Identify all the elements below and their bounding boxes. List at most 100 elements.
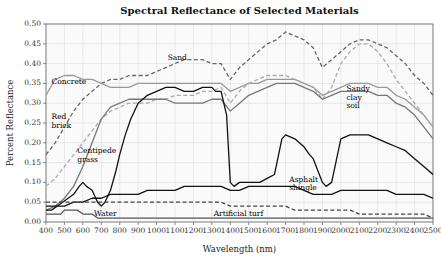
y-tick-label: 0.40 — [24, 59, 41, 68]
x-tick — [156, 222, 157, 225]
x-tick-label: 400 — [39, 226, 54, 235]
x-tick-label: 1600 — [258, 226, 277, 235]
x-tick — [377, 222, 378, 225]
y-tick-label: 0.35 — [24, 78, 41, 87]
y-grid-line — [46, 123, 433, 124]
annotation: Asphaltshingle — [288, 175, 318, 193]
x-tick — [230, 222, 231, 225]
y-grid-line — [46, 63, 433, 64]
x-tick — [414, 222, 415, 225]
annotation-line: Concrete — [52, 77, 87, 86]
x-tick-label: 2500 — [423, 226, 441, 235]
y-tick — [43, 182, 46, 183]
y-grid-line — [46, 142, 433, 143]
x-tick — [322, 222, 323, 225]
y-axis-label: Percent Reflectance — [5, 80, 15, 166]
x-tick — [396, 222, 397, 225]
y-tick-label: 0.20 — [24, 138, 41, 147]
x-tick-label: 1800 — [294, 226, 313, 235]
y-tick — [43, 103, 46, 104]
x-tick — [138, 222, 139, 225]
x-tick-label: 1200 — [184, 226, 203, 235]
annotation-line: brick — [52, 121, 72, 130]
x-tick — [359, 222, 360, 225]
x-tick-label: 800 — [113, 226, 128, 235]
annotation-line: grass — [77, 155, 98, 164]
x-axis: 400500 600700 8009001000110012001300140015… — [39, 24, 441, 235]
y-tick — [43, 222, 46, 223]
x-tick — [304, 222, 305, 225]
annotation-line: soil — [346, 101, 360, 110]
y-tick — [43, 202, 46, 203]
x-tick — [64, 222, 65, 225]
series-group — [46, 32, 433, 218]
y-tick — [43, 24, 46, 25]
y-tick-label: 0.05 — [24, 197, 41, 206]
plot-area — [46, 24, 433, 222]
y-tick-label: 0.30 — [24, 98, 41, 107]
x-tick — [433, 222, 434, 225]
series-line — [46, 83, 433, 210]
x-tick — [193, 222, 194, 225]
x-tick-label: 1000 — [147, 226, 166, 235]
y-tick-label: 0.10 — [24, 177, 41, 186]
annotations: Sand Concrete Sandyclaysoil Redbrick Centipe… — [52, 53, 371, 218]
annotation: Water — [94, 209, 117, 218]
series-line — [46, 202, 433, 218]
x-tick-label: 2200 — [368, 226, 387, 235]
x-tick — [175, 222, 176, 225]
x-tick-label: 1900 — [313, 226, 332, 235]
y-tick — [43, 142, 46, 143]
annotation-line: Water — [94, 209, 117, 218]
annotation: Redbrick — [52, 112, 72, 129]
x-tick-label: 1300 — [202, 226, 221, 235]
x-tick-label: 500 — [57, 226, 72, 235]
x-tick — [248, 222, 249, 225]
y-axis: 0.000.050.100.150.200.250.300.350.400.45… — [24, 19, 433, 226]
x-tick — [119, 222, 120, 225]
x-tick — [46, 222, 47, 225]
annotation: Sandyclaysoil — [346, 84, 370, 110]
x-tick — [82, 222, 83, 225]
annotation-line: Artificial turf — [213, 209, 265, 218]
x-tick — [267, 222, 268, 225]
annotation: Artificial turf — [213, 209, 265, 218]
x-tick-label: 1100 — [165, 226, 184, 235]
x-tick-label: 900 — [131, 226, 146, 235]
x-tick — [101, 222, 102, 225]
y-tick-label: 0.50 — [24, 19, 41, 28]
y-tick — [43, 83, 46, 84]
x-tick-label: 1700 — [276, 226, 295, 235]
y-tick — [43, 123, 46, 124]
y-grid-line — [46, 43, 433, 44]
y-grid-line — [46, 83, 433, 84]
x-tick-label: 2100 — [350, 226, 369, 235]
x-tick-label: 1500 — [239, 226, 258, 235]
x-tick — [211, 222, 212, 225]
x-tick-label: 700 — [94, 226, 109, 235]
annotation: Concrete — [52, 77, 87, 86]
series-line — [46, 87, 433, 210]
y-tick-label: 0.15 — [24, 158, 41, 167]
chart: 400500 600700 8009001000110012001300140015… — [0, 0, 441, 260]
x-tick-label: 2000 — [331, 226, 350, 235]
x-tick — [285, 222, 286, 225]
x-axis-label: Wavelength (nm) — [203, 244, 276, 254]
y-tick-label: 0.25 — [24, 118, 41, 127]
y-tick — [43, 63, 46, 64]
y-tick-label: 0.00 — [24, 217, 41, 226]
annotation: Sand — [168, 53, 187, 62]
annotation: Centipedegrass — [77, 146, 116, 164]
series-line — [46, 75, 433, 126]
y-grid-line — [46, 162, 433, 163]
y-tick — [43, 43, 46, 44]
annotation-line: Sand — [168, 53, 187, 62]
x-tick-label: 600 — [76, 226, 91, 235]
x-tick-label: 2400 — [405, 226, 424, 235]
series-line — [46, 32, 433, 155]
plot-frame — [46, 24, 433, 222]
annotation-line: shingle — [289, 183, 317, 192]
x-tick-label: 1400 — [221, 226, 240, 235]
title: Spectral Reflectance of Selected Materia… — [120, 5, 359, 16]
series-line — [46, 186, 433, 206]
